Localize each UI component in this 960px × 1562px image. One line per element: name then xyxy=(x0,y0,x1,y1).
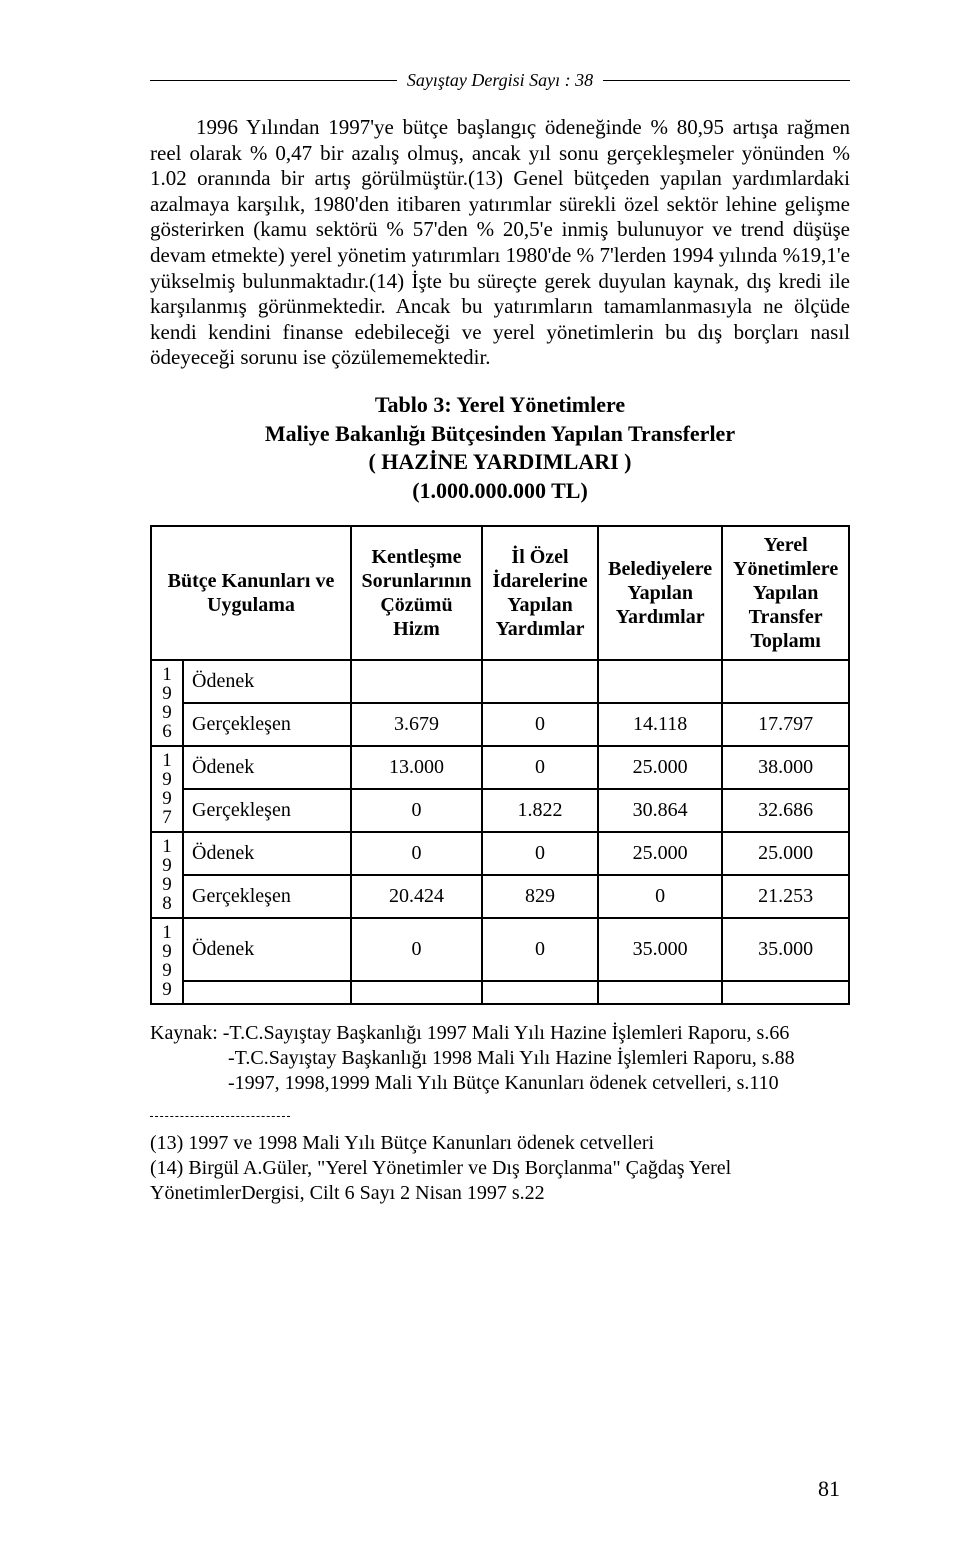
cell xyxy=(482,981,598,1005)
table-title-line4: (1.000.000.000 TL) xyxy=(412,478,588,503)
col-header-toplam: Yerel Yönetimlere Yapılan Transfer Topla… xyxy=(722,526,849,660)
cell: 17.797 xyxy=(722,703,849,746)
cell xyxy=(598,660,722,703)
row-label: Gerçekleşen xyxy=(183,789,351,832)
cell: 0 xyxy=(598,875,722,918)
cell: 3.679 xyxy=(351,703,482,746)
table-row: Gerçekleşen 3.679 0 14.118 17.797 xyxy=(151,703,849,746)
footnote-separator xyxy=(150,1116,290,1117)
source-block: Kaynak: -T.C.Sayıştay Başkanlığı 1997 Ma… xyxy=(150,1021,850,1096)
col-header-kentlesme: Kentleşme Sorunlarının Çözümü Hizm xyxy=(351,526,482,660)
cell xyxy=(598,981,722,1005)
cell: 25.000 xyxy=(598,832,722,875)
row-label: Ödenek xyxy=(183,918,351,980)
col-header-belediye: Belediyelere Yapılan Yardımlar xyxy=(598,526,722,660)
cell: 0 xyxy=(482,746,598,789)
cell: 20.424 xyxy=(351,875,482,918)
row-label: Ödenek xyxy=(183,660,351,703)
cell: 25.000 xyxy=(722,832,849,875)
table-row xyxy=(151,981,849,1005)
cell: 35.000 xyxy=(598,918,722,980)
header-rule-row: Sayıştay Dergisi Sayı : 38 xyxy=(150,70,850,91)
cell: 1.822 xyxy=(482,789,598,832)
cell: 25.000 xyxy=(598,746,722,789)
table-title-line2: Maliye Bakanlığı Bütçesinden Yapılan Tra… xyxy=(265,421,735,446)
table-title: Tablo 3: Yerel Yönetimlere Maliye Bakanl… xyxy=(150,391,850,505)
table-title-line3: ( HAZİNE YARDIMLARI ) xyxy=(368,449,631,474)
cell: 35.000 xyxy=(722,918,849,980)
table-body: 1996 Ödenek Gerçekleşen 3.679 0 14.118 1… xyxy=(151,660,849,1004)
cell xyxy=(722,981,849,1005)
transfers-table: Bütçe Kanunları ve Uygulama Kentleşme So… xyxy=(150,525,850,1005)
row-label: Ödenek xyxy=(183,746,351,789)
footnotes: (13) 1997 ve 1998 Mali Yılı Bütçe Kanunl… xyxy=(150,1131,850,1206)
cell: 32.686 xyxy=(722,789,849,832)
running-header: Sayıştay Dergisi Sayı : 38 xyxy=(407,70,593,91)
cell: 829 xyxy=(482,875,598,918)
year-cell-1996: 1996 xyxy=(151,660,183,746)
row-label: Gerçekleşen xyxy=(183,875,351,918)
footnote-13: (13) 1997 ve 1998 Mali Yılı Bütçe Kanunl… xyxy=(150,1131,850,1156)
source-line3: -1997, 1998,1999 Mali Yılı Bütçe Kanunla… xyxy=(150,1071,850,1096)
page-number: 81 xyxy=(818,1476,840,1502)
cell: 0 xyxy=(351,789,482,832)
body-paragraph: 1996 Yılından 1997'ye bütçe başlangıç öd… xyxy=(150,115,850,371)
table-row: 1996 Ödenek xyxy=(151,660,849,703)
table-row: 1998 Ödenek 0 0 25.000 25.000 xyxy=(151,832,849,875)
table-title-line1: Tablo 3: Yerel Yönetimlere xyxy=(375,392,625,417)
col-header-kanun: Bütçe Kanunları ve Uygulama xyxy=(151,526,351,660)
source-line2: -T.C.Sayıştay Başkanlığı 1998 Mali Yılı … xyxy=(150,1046,850,1071)
table-header-row: Bütçe Kanunları ve Uygulama Kentleşme So… xyxy=(151,526,849,660)
cell: 38.000 xyxy=(722,746,849,789)
table-row: Gerçekleşen 0 1.822 30.864 32.686 xyxy=(151,789,849,832)
table-row: Gerçekleşen 20.424 829 0 21.253 xyxy=(151,875,849,918)
cell: 0 xyxy=(351,918,482,980)
cell: 13.000 xyxy=(351,746,482,789)
source-line1: Kaynak: -T.C.Sayıştay Başkanlığı 1997 Ma… xyxy=(150,1022,789,1044)
row-label xyxy=(183,981,351,1005)
cell xyxy=(351,660,482,703)
year-cell-1997: 1997 xyxy=(151,746,183,832)
year-cell-1999: 1999 xyxy=(151,918,183,1004)
cell: 14.118 xyxy=(598,703,722,746)
cell: 0 xyxy=(482,918,598,980)
table-row: 1999 Ödenek 0 0 35.000 35.000 xyxy=(151,918,849,980)
cell xyxy=(722,660,849,703)
row-label: Gerçekleşen xyxy=(183,703,351,746)
rule-right xyxy=(603,80,850,81)
page: Sayıştay Dergisi Sayı : 38 1996 Yılından… xyxy=(0,0,960,1562)
cell xyxy=(351,981,482,1005)
cell: 30.864 xyxy=(598,789,722,832)
table-row: 1997 Ödenek 13.000 0 25.000 38.000 xyxy=(151,746,849,789)
cell: 21.253 xyxy=(722,875,849,918)
cell: 0 xyxy=(482,703,598,746)
year-cell-1998: 1998 xyxy=(151,832,183,918)
footnote-14: (14) Birgül A.Güler, "Yerel Yönetimler v… xyxy=(150,1156,850,1206)
cell xyxy=(482,660,598,703)
row-label: Ödenek xyxy=(183,832,351,875)
cell: 0 xyxy=(482,832,598,875)
col-header-ilozel: İl Özel İdarelerine Yapılan Yardımlar xyxy=(482,526,598,660)
rule-left xyxy=(150,80,397,81)
cell: 0 xyxy=(351,832,482,875)
